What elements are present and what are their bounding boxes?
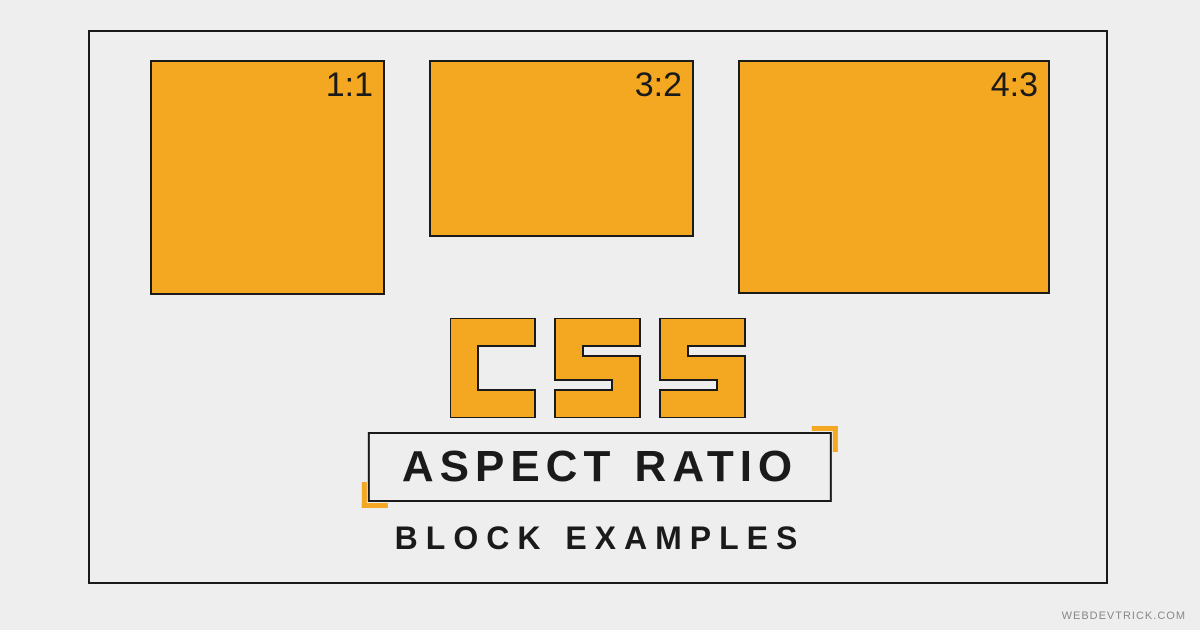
aspect-block-1-1: 1:1 [150,60,385,295]
subtitle-text: BLOCK EXAMPLES [395,520,806,557]
watermark-text: WEBDEVTRICK.COM [1062,610,1186,622]
css-logo [450,318,750,418]
aspect-block-3-2: 3:2 [429,60,694,237]
corner-decoration-tr [812,426,838,452]
aspect-block-4-3: 4:3 [738,60,1050,294]
title-text: ASPECT RATIO [402,442,798,492]
corner-decoration-bl [362,482,388,508]
title-box: ASPECT RATIO [368,432,832,502]
aspect-blocks-row: 1:1 3:2 4:3 [150,60,1050,295]
aspect-label: 4:3 [991,66,1038,105]
aspect-label: 3:2 [635,66,682,105]
aspect-label: 1:1 [326,66,373,105]
